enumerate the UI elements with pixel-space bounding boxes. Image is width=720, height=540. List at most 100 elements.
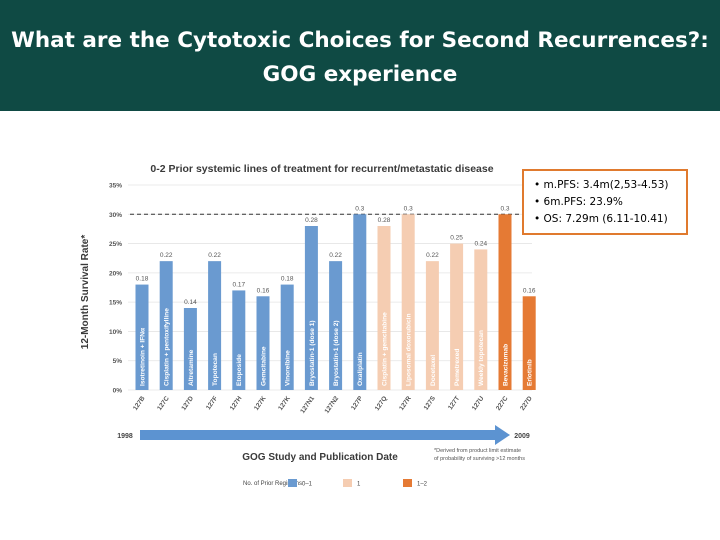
- x-tick-label: 127P: [350, 395, 365, 412]
- x-tick-label: 127C: [156, 395, 171, 412]
- bar: [474, 249, 488, 390]
- bars: [135, 214, 536, 390]
- bar: [208, 261, 222, 390]
- y-tick-label: 30%: [109, 212, 122, 219]
- bar-value-label: 0.18: [136, 276, 149, 283]
- y-tick-label: 25%: [109, 241, 122, 248]
- legend-swatch: [343, 479, 352, 487]
- x-tick-label: 127H: [229, 395, 244, 412]
- bar-drug-label: Topotecan: [212, 353, 219, 386]
- x-tick-label: 127F: [205, 395, 219, 411]
- legend-label: 1: [357, 482, 361, 488]
- bar-drug-label: Bryostatin-1 (dose 1): [309, 320, 316, 386]
- y-tick-label: 10%: [109, 329, 122, 336]
- x-axis-label: GOG Study and Publication Date: [242, 452, 398, 463]
- x-tick-label: 127N1: [299, 395, 316, 415]
- legend: No. of Prior Regimens: 0–1 1 1–2: [243, 479, 428, 488]
- y-tick-label: 5%: [113, 358, 123, 365]
- bar: [425, 261, 439, 390]
- bar-drug-label: Cisplatin + pentoxifylline: [164, 308, 171, 386]
- bar: [353, 214, 367, 390]
- callout-mpfs: • m.PFS: 3.4m(2,53-4.53): [534, 179, 669, 191]
- y-tick-label: 35%: [109, 183, 122, 190]
- bar-drug-label: Oxaliplatin: [357, 352, 364, 386]
- x-tick-labels: 127B 127C 127D 127F 127H 127K 127K 127N1 127N2 12…: [132, 395, 534, 415]
- legend-swatch: [288, 479, 297, 487]
- bar: [304, 226, 318, 390]
- callout-os: • OS: 7.29m (6.11-10.41): [534, 213, 668, 225]
- bar-drug-label: Docetaxel: [430, 355, 437, 386]
- bar: [159, 261, 173, 390]
- bar-drug-label: Erlotinib: [527, 359, 534, 386]
- bar-value-label: 0.16: [257, 287, 270, 294]
- bar-value-label: 0.22: [329, 252, 342, 259]
- bar: [232, 290, 246, 390]
- x-tick-label: 227C: [495, 395, 510, 412]
- y-tick-label: 0%: [113, 388, 123, 395]
- y-tick-labels: 0% 5% 10% 15% 20% 25% 30% 35%: [109, 183, 122, 395]
- bar: [256, 296, 270, 390]
- bar-drug-label: Bryostatin-1 (dose 2): [333, 320, 340, 386]
- bar-value-labels: 0.18 0.22 0.14 0.22 0.17 0.16 0.18 0.28 0.22 0.3 0…: [136, 205, 536, 306]
- legend-title: No. of Prior Regimens:: [243, 481, 304, 487]
- y-tick-label: 15%: [109, 300, 122, 307]
- x-tick-label: 127D: [180, 395, 195, 412]
- bar-value-label: 0.24: [474, 240, 487, 247]
- bar-value-label: 0.18: [281, 276, 294, 283]
- x-tick-label: 127K: [277, 395, 292, 412]
- footnote-line: *Derived from product limit estimate: [434, 448, 521, 454]
- bar: [522, 296, 536, 390]
- timeline-arrow: [140, 425, 510, 445]
- timeline-arrow-head: [495, 425, 510, 445]
- x-tick-label: 127R: [398, 395, 413, 412]
- bar: [377, 226, 391, 390]
- bar-drug-label: Bevacizumab: [502, 344, 509, 386]
- y-tick-label: 20%: [109, 270, 122, 277]
- bar-drug-label: Vinorelbine: [285, 350, 292, 386]
- legend-label: 1–2: [417, 482, 428, 488]
- chart-title: 0-2 Prior systemic lines of treatment fo…: [150, 163, 493, 175]
- title-banner: What are the Cytotoxic Choices for Secon…: [0, 0, 720, 111]
- bar-value-label: 0.28: [378, 217, 391, 224]
- bar-value-label: 0.28: [305, 217, 318, 224]
- x-tick-label: 227D: [519, 395, 534, 412]
- bar-value-label: 0.22: [426, 252, 439, 259]
- bar: [401, 214, 415, 390]
- footnote: *Derived from product limit estimate of …: [434, 448, 525, 462]
- bar-drug-label: Cisplatin + gemcitabine: [381, 312, 388, 386]
- bar-value-label: 0.22: [208, 252, 221, 259]
- bar: [183, 308, 197, 390]
- y-axis-label: 12-Month Survival Rate*: [80, 235, 91, 350]
- bar-value-label: 0.22: [160, 252, 173, 259]
- legend-swatch: [403, 479, 412, 487]
- bar-drug-label: Liposomal doxorubicin: [406, 313, 413, 386]
- bar: [450, 243, 464, 390]
- bar-value-label: 0.25: [450, 235, 463, 242]
- footnote-line: of probability of surviving >12 months: [434, 456, 525, 462]
- bar-value-label: 0.16: [523, 287, 536, 294]
- bar-value-label: 0.14: [184, 299, 197, 306]
- bar-drug-label: Weekly topotecan: [478, 330, 485, 386]
- timeline-arrow-body: [140, 430, 495, 440]
- timeline-end-year: 2009: [514, 433, 530, 440]
- bar-value-label: 0.3: [355, 205, 364, 212]
- bar: [135, 284, 149, 390]
- slide-title: What are the Cytotoxic Choices for Secon…: [11, 28, 709, 87]
- bar: [498, 214, 512, 390]
- x-tick-label: 127S: [423, 395, 438, 412]
- legend-label: 0–1: [302, 482, 313, 488]
- bar-drug-label: Gemcitabine: [260, 346, 267, 386]
- x-tick-label: 127K: [253, 395, 268, 412]
- x-tick-label: 127B: [132, 395, 147, 412]
- bar-drug-label: Isotretinoin + IFNα: [139, 328, 146, 386]
- bar-value-label: 0.17: [232, 281, 245, 288]
- x-tick-label: 127U: [471, 395, 486, 412]
- bar: [329, 261, 343, 390]
- bar-drug-label: Pemetrexed: [454, 349, 461, 386]
- survival-rate-bar-chart: 0-2 Prior systemic lines of treatment fo…: [80, 163, 536, 488]
- bar-drug-label: Etoposide: [236, 354, 243, 386]
- drug-labels: Isotretinoin + IFNα Cisplatin + pentoxify…: [139, 308, 533, 386]
- pfs-os-callout: • m.PFS: 3.4m(2,53-4.53) • 6m.PFS: 23.9%…: [522, 169, 688, 235]
- timeline-start-year: 1998: [117, 433, 133, 440]
- x-tick-label: 127Q: [374, 395, 389, 412]
